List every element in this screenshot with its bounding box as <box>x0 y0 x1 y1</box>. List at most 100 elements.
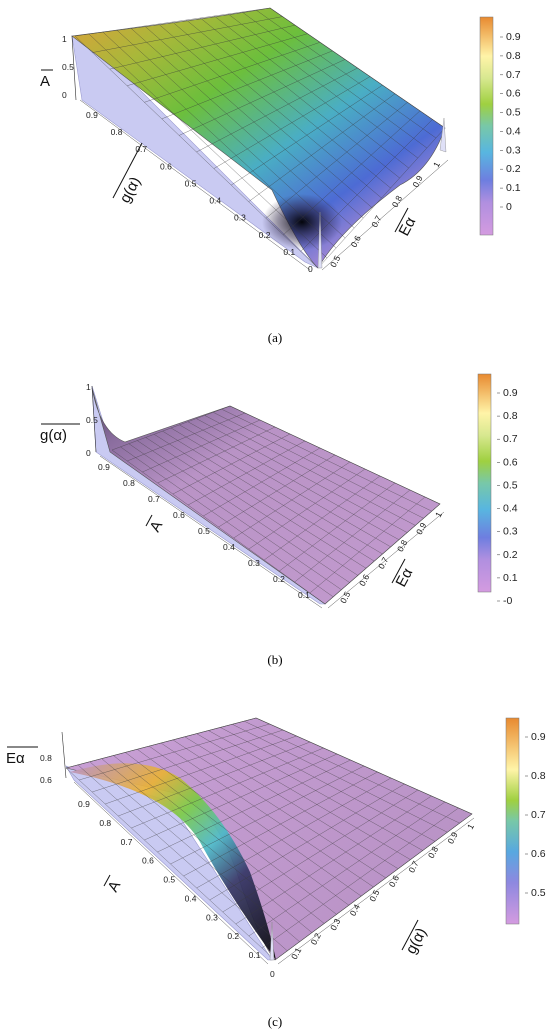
mesh-line <box>248 468 366 550</box>
colorbar-tick-label: 0.9 <box>506 31 521 43</box>
x-tick-label: 0 <box>270 969 275 979</box>
z-axis-title: Eα <box>6 750 25 767</box>
y-axis <box>327 511 445 609</box>
mesh-line <box>283 110 421 236</box>
y-axis-title: Eα <box>393 565 417 590</box>
surface-plot-a: 10.50 0.90.80.70.60.50.40.30.20.10 0.50.… <box>40 7 521 274</box>
mesh-line <box>294 489 411 583</box>
mesh-line <box>264 475 381 561</box>
colorbar-ticks: 0.9 0.8 0.7 0.6 0.5 0.4 0.3 0.2 0.1 0 <box>500 31 521 213</box>
colorbar-tick-label: 0 <box>506 201 512 213</box>
x-axis <box>73 781 269 965</box>
surface-mesh <box>91 387 441 605</box>
mesh-line <box>144 753 338 841</box>
z-tick-labels: 0.8 0.6 <box>40 753 52 785</box>
mesh-grid-lines <box>65 717 473 961</box>
y-tick-label: 1 <box>433 510 444 519</box>
mesh-line <box>274 813 473 961</box>
y-axis <box>277 817 475 965</box>
y-tick-label: 0.7 <box>406 859 421 874</box>
mesh-line <box>218 454 336 528</box>
mesh-line <box>144 42 321 103</box>
colorbar-tick-label: 0.5 <box>531 887 546 899</box>
colorbar-ticks: 0.9 0.8 0.7 0.6 0.5 0.4 0.3 0.2 0.1 -0 <box>497 387 518 607</box>
y-tick-label: 0.7 <box>376 555 391 570</box>
x-axis-title-overline <box>145 514 153 527</box>
y-tick-label: 0.8 <box>390 194 405 209</box>
y-axis-title: Eα <box>396 214 420 239</box>
x-tick-label: 0 <box>308 264 313 274</box>
y-axis-title-overline <box>394 207 409 233</box>
x-tick-label: 0.2 <box>227 931 239 941</box>
z-tick-label: 0.5 <box>86 415 98 425</box>
colorbar-tick-label: -0 <box>503 595 512 607</box>
colorbar-tick-label: 0.2 <box>503 549 518 561</box>
caption-a: (a) <box>267 330 283 345</box>
x-tick-label: 0.5 <box>198 526 210 536</box>
mesh-line <box>309 496 426 594</box>
x-tick-label: 0.5 <box>163 875 175 885</box>
mesh-line <box>235 795 432 925</box>
mesh-line <box>172 433 291 495</box>
mesh-line <box>248 801 446 937</box>
colorbar-tick-label: 0.5 <box>506 107 521 119</box>
x-tick-label: 0.8 <box>99 818 111 828</box>
colorbar-ticks: 0.9 0.8 0.7 0.6 0.5 <box>525 731 546 899</box>
surface-spike <box>269 921 275 961</box>
z-tick-label: 0 <box>86 448 91 458</box>
x-tick-label: 0.3 <box>206 912 218 922</box>
mesh-line <box>231 84 383 186</box>
mesh-line <box>127 33 308 86</box>
x-tick-label: 0.7 <box>135 144 147 154</box>
mesh-line <box>142 419 261 473</box>
mesh-line <box>187 440 306 506</box>
mesh-line <box>183 771 378 877</box>
y-tick-label: 1 <box>465 822 476 831</box>
mesh-line <box>131 747 324 829</box>
x-tick-label: 0.9 <box>78 799 90 809</box>
mesh-line <box>324 503 441 605</box>
mesh-line <box>279 482 396 572</box>
x-tick-label: 0.9 <box>98 462 110 472</box>
mesh-line <box>127 412 246 462</box>
colorbar-tick-label: 0.7 <box>503 433 518 445</box>
mesh-line <box>203 447 321 517</box>
y-tick-labels: 0.50.60.70.80.91 <box>328 160 442 269</box>
colorbar-tick-label: 0.1 <box>503 572 518 584</box>
mesh-line <box>248 93 396 202</box>
colorbar-tick-label: 0.6 <box>503 456 518 468</box>
mesh-line <box>317 127 446 269</box>
x-tick-label: 0.3 <box>248 558 260 568</box>
x-tick-labels: 0.9 0.8 0.7 0.6 0.5 0.4 0.3 0.2 0.1 0 <box>78 799 275 979</box>
mesh-line <box>196 67 358 153</box>
mesh-grid-lines <box>111 405 441 605</box>
y-tick-label: 0.6 <box>357 572 372 587</box>
surface-mesh <box>71 7 446 269</box>
z-tick-label: 0 <box>62 90 67 100</box>
x-tick-label: 0.6 <box>142 856 154 866</box>
x-tick-label: 0.1 <box>283 247 295 257</box>
panel-b: 1 0.5 0 0.9 0.8 0.7 0.6 0.5 0.4 0.3 0.2 0.1 0.5 0.6… <box>0 352 550 682</box>
z-axis <box>91 385 97 453</box>
x-axis <box>99 455 323 609</box>
mesh-line <box>222 789 419 913</box>
x-tick-label: 0.8 <box>111 127 123 137</box>
x-tick-label: 0.8 <box>123 478 135 488</box>
x-tick-label: 0.5 <box>185 178 197 188</box>
mesh-line <box>300 119 433 252</box>
x-tick-label: 0.7 <box>121 837 133 847</box>
z-axis-title: g(α) <box>40 427 67 444</box>
x-axis-title: g(α) <box>117 174 145 206</box>
x-tick-label: 0.4 <box>185 893 197 903</box>
mesh-line <box>78 723 270 781</box>
mesh-line <box>157 759 351 853</box>
colorbar-tick-label: 0.8 <box>506 50 521 62</box>
mesh-line <box>233 461 351 539</box>
mesh-line <box>74 7 271 37</box>
x-tick-label: 0.1 <box>249 950 261 960</box>
mesh-line <box>109 24 296 70</box>
surface-plot-c: 0.8 0.6 0.9 0.8 0.7 0.6 0.5 0.4 0.3 0.2 0.1 0 0.1 0… <box>6 717 546 979</box>
mesh-line <box>196 777 392 889</box>
mesh-line <box>111 405 231 451</box>
surface-valley-shading <box>262 194 342 250</box>
